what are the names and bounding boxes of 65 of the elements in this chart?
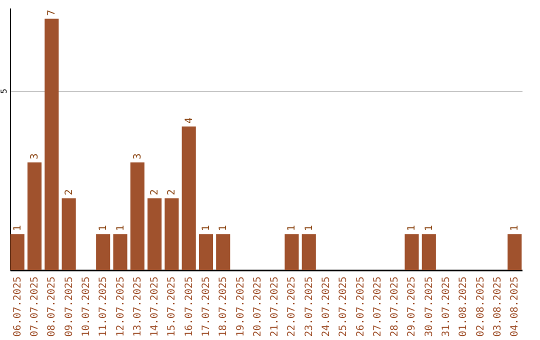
data-label: 3 xyxy=(132,153,144,160)
x-tick-label: 31.07.2025 xyxy=(441,276,452,337)
x-tick-label: 06.07.2025 xyxy=(12,276,24,337)
x-tick-label: 16.07.2025 xyxy=(184,276,195,337)
x-tick-label: 15.07.2025 xyxy=(166,276,178,337)
x-tick-label: 13.07.2025 xyxy=(132,276,144,337)
data-label: 1 xyxy=(12,225,24,232)
x-tick-label: 18.07.2025 xyxy=(218,276,230,337)
bar xyxy=(62,198,76,270)
x-tick-label: 30.07.2025 xyxy=(424,276,435,337)
x-tick-label: 17.07.2025 xyxy=(200,276,212,337)
bar xyxy=(113,234,128,270)
y-tick-label: 5 xyxy=(0,88,8,94)
x-tick-label: 08.07.2025 xyxy=(46,276,58,337)
x-tick-label: 04.08.2025 xyxy=(510,276,521,337)
data-label: 2 xyxy=(64,189,75,196)
data-label: 1 xyxy=(286,225,298,232)
bar xyxy=(148,198,162,270)
data-label: 1 xyxy=(218,225,230,232)
bar xyxy=(508,234,522,270)
data-label: 2 xyxy=(166,189,178,196)
data-label: 3 xyxy=(30,153,41,160)
data-label: 2 xyxy=(150,189,161,196)
x-tick-label: 11.07.2025 xyxy=(98,276,110,337)
data-label: 4 xyxy=(184,117,195,124)
bar xyxy=(44,18,59,270)
bar xyxy=(404,234,419,270)
data-label: 7 xyxy=(46,10,58,16)
bar xyxy=(198,234,214,270)
data-label: 1 xyxy=(98,225,110,232)
bar xyxy=(216,234,230,270)
x-tick-label: 01.08.2025 xyxy=(458,276,470,337)
bar xyxy=(164,198,179,270)
bar xyxy=(96,234,110,270)
x-tick-label: 19.07.2025 xyxy=(235,276,246,337)
data-label: 1 xyxy=(200,225,212,232)
x-tick-label: 09.07.2025 xyxy=(64,276,75,337)
bar xyxy=(130,162,144,270)
data-label: 1 xyxy=(406,225,418,232)
x-tick-label: 23.07.2025 xyxy=(304,276,315,337)
x-tick-label: 14.07.2025 xyxy=(150,276,161,337)
x-tick-label: 26.07.2025 xyxy=(355,276,366,337)
x-tick-label: 07.07.2025 xyxy=(30,276,41,337)
x-tick-label: 03.08.2025 xyxy=(492,276,504,337)
x-tick-label: 12.07.2025 xyxy=(115,276,126,337)
x-tick-label: 24.07.2025 xyxy=(321,276,332,337)
bar xyxy=(284,234,299,270)
x-tick-label: 25.07.2025 xyxy=(338,276,350,337)
data-label: 1 xyxy=(304,225,315,232)
bar xyxy=(10,234,24,270)
data-label: 1 xyxy=(510,225,521,232)
data-label: 1 xyxy=(115,225,126,232)
bar xyxy=(182,126,196,270)
bar xyxy=(27,162,42,270)
x-tick-label: 29.07.2025 xyxy=(406,276,418,337)
bar xyxy=(302,234,316,270)
x-tick-label: 20.07.2025 xyxy=(252,276,264,337)
x-tick-label: 22.07.2025 xyxy=(286,276,298,337)
x-tick-label: 10.07.2025 xyxy=(80,276,92,337)
x-tick-label: 02.08.2025 xyxy=(475,276,486,337)
x-tick-label: 27.07.2025 xyxy=(372,276,384,337)
bar xyxy=(422,234,436,270)
data-label: 1 xyxy=(424,225,435,232)
x-tick-label: 21.07.2025 xyxy=(270,276,281,337)
x-tick-label: 28.07.2025 xyxy=(390,276,401,337)
